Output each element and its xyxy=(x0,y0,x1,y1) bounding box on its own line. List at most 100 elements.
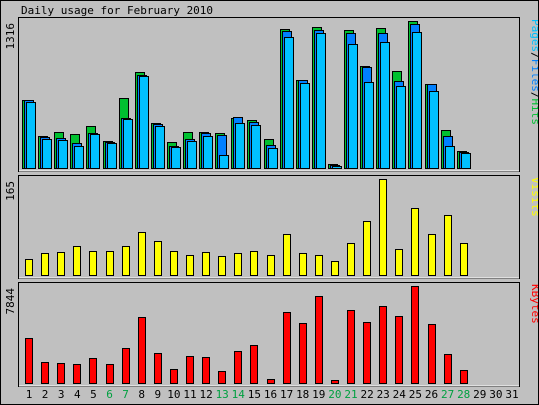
x-tick-label: 19 xyxy=(312,388,325,401)
bar-kbytes-day-25 xyxy=(411,286,419,384)
panel-kbytes: 7844 KBytes xyxy=(4,282,539,387)
bar-pages-day-16 xyxy=(268,148,278,169)
x-tick-label: 28 xyxy=(457,388,470,401)
x-tick-label: 2 xyxy=(42,388,49,401)
bar-pages-day-11 xyxy=(187,141,197,169)
bar-visits-day-17 xyxy=(283,234,291,276)
x-axis-labels: 1 2 3 4 5 6 7 8 9 10 11 12 13 14 15 16 17 18 19 20 21 22 23 24 2… xyxy=(26,388,519,401)
y-max-label: 165 xyxy=(4,181,17,201)
bar-kbytes-day-14 xyxy=(234,351,242,384)
bar-visits-day-22 xyxy=(363,221,371,276)
legend-entry: / xyxy=(529,52,539,59)
bar-visits-day-23 xyxy=(379,179,387,276)
legend: Visits xyxy=(529,177,539,217)
panel-visits: 165 Visits xyxy=(4,175,539,279)
bar-kbytes-day-3 xyxy=(57,363,65,384)
bar-kbytes-day-23 xyxy=(379,306,387,384)
bar-kbytes-day-2 xyxy=(41,362,49,384)
bar-visits-day-3 xyxy=(57,252,65,276)
bar-kbytes-day-16 xyxy=(267,379,275,384)
legend-entry: Files xyxy=(529,59,539,92)
bar-visits-day-6 xyxy=(106,251,114,276)
chart-title: Daily usage for February 2010 xyxy=(21,4,213,17)
bar-pages-day-22 xyxy=(364,82,374,169)
bar-pages-day-7 xyxy=(123,119,133,169)
bar-pages-day-4 xyxy=(74,146,84,169)
x-tick-label: 3 xyxy=(58,388,65,401)
x-tick-label: 30 xyxy=(489,388,502,401)
bar-pages-day-3 xyxy=(58,140,68,169)
x-tick-label: 9 xyxy=(154,388,161,401)
x-tick-label: 23 xyxy=(377,388,390,401)
bar-pages-day-6 xyxy=(107,143,117,169)
bar-pages-day-12 xyxy=(203,136,213,169)
bar-kbytes-day-22 xyxy=(363,322,371,384)
bar-kbytes-day-1 xyxy=(25,338,33,384)
legend-entry: Visits xyxy=(529,177,539,217)
x-tick-label: 22 xyxy=(360,388,373,401)
bar-kbytes-day-10 xyxy=(170,369,178,384)
legend-entry: Pages xyxy=(529,19,539,52)
x-tick-label: 1 xyxy=(26,388,33,401)
bar-pages-day-18 xyxy=(300,83,310,169)
x-tick-label: 29 xyxy=(473,388,486,401)
bar-visits-day-20 xyxy=(331,261,339,276)
bar-kbytes-day-20 xyxy=(331,380,339,384)
x-tick-label: 11 xyxy=(183,388,196,401)
bar-pages-day-17 xyxy=(284,37,294,169)
bar-visits-day-13 xyxy=(218,256,226,276)
bar-visits-day-12 xyxy=(202,252,210,276)
bar-kbytes-day-27 xyxy=(444,354,452,384)
bar-pages-day-14 xyxy=(235,123,245,169)
x-tick-label: 18 xyxy=(296,388,309,401)
bar-pages-day-15 xyxy=(251,125,261,169)
bar-kbytes-day-5 xyxy=(89,358,97,384)
bar-visits-day-14 xyxy=(234,253,242,276)
x-tick-label: 26 xyxy=(425,388,438,401)
bar-kbytes-day-24 xyxy=(395,316,403,384)
x-tick-label: 8 xyxy=(138,388,145,401)
bar-pages-day-1 xyxy=(26,102,36,169)
x-tick-label: 27 xyxy=(441,388,454,401)
bar-visits-day-25 xyxy=(411,208,419,276)
bar-pages-day-27 xyxy=(445,146,455,169)
bar-pages-day-26 xyxy=(429,91,439,169)
x-tick-label: 21 xyxy=(344,388,357,401)
y-max-label: 1316 xyxy=(4,23,17,50)
y-max-label: 7844 xyxy=(4,288,17,315)
bar-kbytes-day-18 xyxy=(299,323,307,384)
bar-pages-day-9 xyxy=(155,126,165,169)
bar-kbytes-day-26 xyxy=(428,324,436,384)
bar-visits-day-28 xyxy=(460,243,468,276)
bar-pages-day-25 xyxy=(412,32,422,169)
bar-pages-day-20 xyxy=(332,166,342,169)
bar-pages-day-10 xyxy=(171,147,181,169)
legend: KBytes xyxy=(529,284,539,324)
bar-visits-day-7 xyxy=(122,246,130,276)
x-tick-label: 17 xyxy=(280,388,293,401)
bar-pages-day-19 xyxy=(316,33,326,169)
bar-pages-day-21 xyxy=(348,44,358,169)
bar-kbytes-day-4 xyxy=(73,364,81,384)
x-tick-label: 12 xyxy=(199,388,212,401)
bar-visits-day-10 xyxy=(170,251,178,276)
legend-entry: / xyxy=(529,92,539,99)
bar-pages-day-23 xyxy=(380,42,390,169)
bar-visits-day-16 xyxy=(267,255,275,276)
bar-visits-day-8 xyxy=(138,232,146,276)
bar-pages-day-8 xyxy=(139,76,149,169)
bar-kbytes-day-21 xyxy=(347,310,355,384)
bar-visits-day-21 xyxy=(347,243,355,276)
x-tick-label: 15 xyxy=(248,388,261,401)
bar-kbytes-day-6 xyxy=(106,364,114,384)
bar-visits-day-5 xyxy=(89,251,97,276)
bar-visits-day-19 xyxy=(315,255,323,276)
bar-kbytes-day-8 xyxy=(138,317,146,384)
x-tick-label: 7 xyxy=(122,388,129,401)
bar-visits-day-15 xyxy=(250,251,258,276)
bar-visits-day-26 xyxy=(428,234,436,276)
bar-pages-day-5 xyxy=(90,134,100,169)
bar-kbytes-day-7 xyxy=(122,348,130,384)
